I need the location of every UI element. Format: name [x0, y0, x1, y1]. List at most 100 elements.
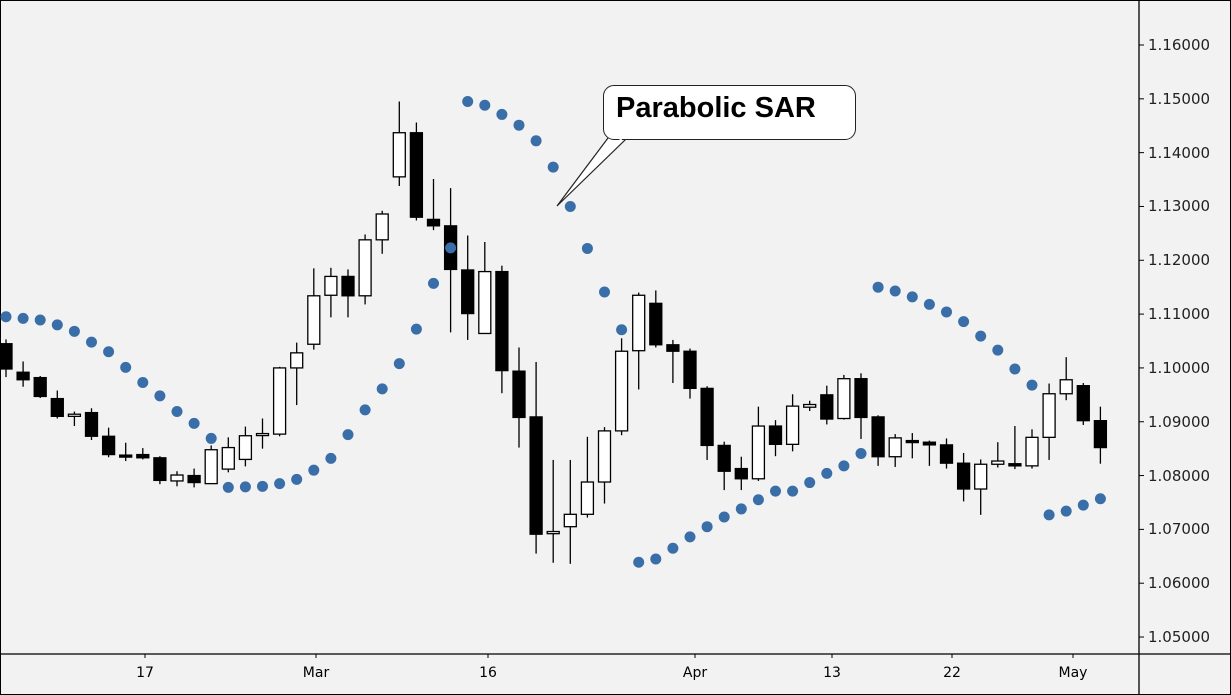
parabolic-sar-dots	[0, 96, 1106, 568]
candle	[666, 339, 680, 383]
candle	[443, 188, 458, 333]
sar-dot	[171, 406, 183, 418]
candle	[922, 440, 937, 466]
sar-dot	[359, 404, 371, 416]
sar-dot	[496, 108, 508, 120]
candle	[700, 386, 714, 460]
sar-dot	[513, 119, 525, 131]
candle	[939, 438, 954, 469]
sar-dot	[752, 494, 764, 506]
sar-dot	[599, 286, 610, 298]
sar-dot	[462, 96, 474, 108]
candle	[871, 415, 885, 466]
candle	[290, 342, 304, 406]
candle	[1008, 426, 1022, 470]
sar-dot	[205, 432, 217, 444]
sar-dot	[274, 478, 286, 490]
candle	[546, 459, 560, 563]
candle	[238, 426, 253, 467]
candle	[426, 179, 441, 231]
candle	[991, 442, 1005, 468]
x-axis-ticks	[144, 654, 1074, 658]
candle	[837, 374, 851, 420]
candle	[751, 406, 766, 481]
x-tick-label: 17	[136, 665, 154, 681]
candle	[649, 290, 663, 348]
sar-dot	[992, 344, 1004, 356]
sar-dot	[530, 135, 542, 147]
candle	[0, 339, 13, 378]
sar-dot	[821, 467, 833, 479]
candle	[461, 235, 475, 340]
sar-dot	[667, 542, 679, 554]
candle	[768, 420, 783, 457]
sar-dot	[17, 312, 29, 324]
y-tick-label: 1.12000	[1148, 251, 1211, 270]
sar-dot	[68, 325, 80, 337]
sar-dot	[325, 452, 337, 464]
candle	[512, 347, 526, 448]
y-tick-label: 1.14000	[1148, 143, 1211, 162]
sar-dot	[650, 553, 662, 565]
candle	[1025, 429, 1039, 469]
candle	[597, 427, 612, 504]
candle	[84, 408, 99, 441]
candle	[1059, 357, 1073, 401]
sar-dot	[291, 473, 303, 485]
sar-dot	[804, 477, 816, 489]
candle	[563, 459, 577, 564]
sar-dot	[923, 298, 935, 310]
sar-dot	[906, 291, 918, 303]
sar-dot	[684, 531, 696, 543]
y-tick-label: 1.08000	[1148, 466, 1211, 485]
candle	[136, 448, 150, 460]
sar-dot	[787, 485, 799, 497]
x-tick-label: 16	[479, 665, 497, 681]
sar-dot	[103, 346, 115, 358]
candle	[204, 445, 218, 485]
candle	[101, 427, 116, 458]
y-tick-label: 1.16000	[1148, 36, 1211, 54]
candle	[580, 436, 595, 518]
sar-dot	[257, 480, 268, 492]
sar-dot	[564, 200, 576, 212]
candle	[16, 361, 30, 387]
sar-dot	[188, 417, 200, 429]
x-tick-label: May	[1058, 665, 1088, 681]
sar-dot	[770, 485, 781, 497]
sar-dot	[428, 277, 439, 289]
candle	[734, 456, 748, 491]
candle	[683, 348, 697, 399]
sar-dot	[1026, 379, 1038, 391]
sar-dot	[51, 319, 63, 331]
candle	[358, 234, 372, 305]
candle	[803, 400, 817, 411]
candle	[153, 456, 167, 485]
candle	[67, 411, 82, 427]
sar-dot	[154, 390, 166, 402]
x-tick-label: Mar	[302, 665, 330, 681]
candle	[529, 361, 543, 554]
callout-pointer	[556, 129, 626, 207]
candle	[854, 373, 868, 439]
y-tick-label: 1.10000	[1148, 358, 1211, 377]
y-tick-label: 1.09000	[1148, 412, 1211, 431]
y-tick-label: 1.13000	[1148, 197, 1211, 216]
sar-dot	[137, 376, 149, 388]
sar-dot	[889, 285, 901, 297]
sar-dot	[393, 358, 405, 370]
sar-dot	[975, 330, 987, 342]
candle	[820, 385, 834, 425]
sar-dot	[342, 429, 354, 441]
candle	[614, 338, 629, 436]
y-axis-ticks	[1139, 44, 1144, 638]
sar-dot	[239, 481, 251, 493]
candle	[119, 442, 133, 462]
x-tick-label: 13	[823, 665, 841, 681]
candle	[255, 418, 270, 449]
sar-dot	[581, 242, 593, 254]
sar-dot	[633, 556, 645, 568]
candle	[341, 269, 355, 318]
candle	[1042, 383, 1056, 460]
candle	[324, 267, 338, 318]
